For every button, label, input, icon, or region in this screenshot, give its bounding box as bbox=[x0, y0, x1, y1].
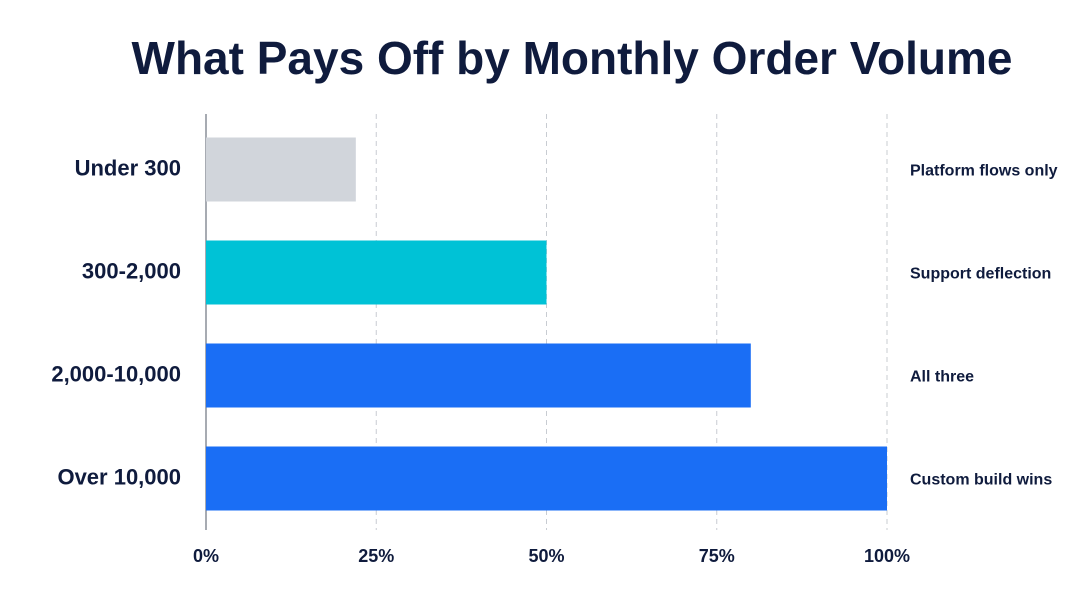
annotation: Custom build wins bbox=[910, 472, 1052, 489]
bar bbox=[206, 343, 751, 408]
bar bbox=[206, 137, 356, 202]
y-tick-label: Under 300 bbox=[75, 155, 181, 180]
y-tick-label: 2,000-10,000 bbox=[51, 361, 181, 386]
x-tick-label: 25% bbox=[358, 546, 394, 566]
y-tick-label: Over 10,000 bbox=[57, 464, 181, 489]
x-tick-label: 100% bbox=[864, 546, 910, 566]
y-tick-label: 300-2,000 bbox=[82, 258, 181, 283]
x-tick-label: 50% bbox=[528, 546, 564, 566]
annotation: All three bbox=[910, 369, 974, 386]
annotation: Support deflection bbox=[910, 266, 1051, 283]
chart-title: What Pays Off by Monthly Order Volume bbox=[132, 32, 1013, 84]
x-tick-label: 75% bbox=[699, 546, 735, 566]
x-tick-label: 0% bbox=[193, 546, 219, 566]
bar bbox=[206, 240, 547, 305]
annotation: Platform flows only bbox=[910, 163, 1058, 180]
bar bbox=[206, 446, 887, 511]
